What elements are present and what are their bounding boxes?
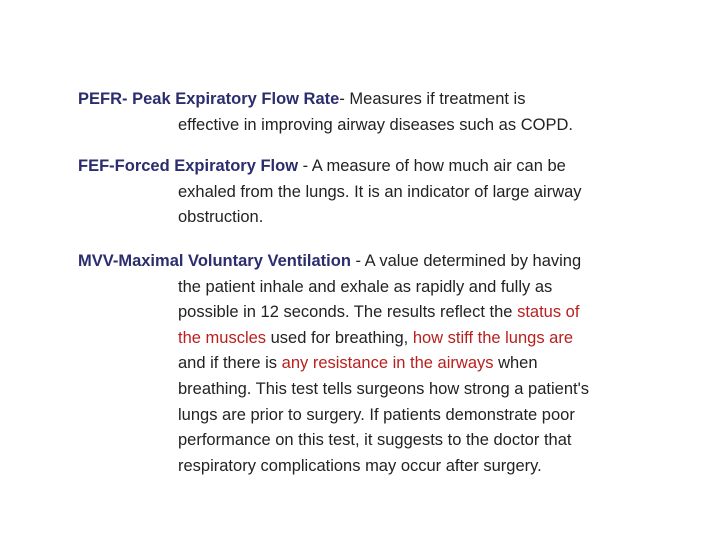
mvv-line-3: possible in 12 seconds. The results refl… — [78, 300, 658, 326]
mvv-line-6: breathing. This test tells surgeons how … — [178, 379, 589, 398]
mvv-line-7: lungs are prior to surgery. If patients … — [178, 405, 575, 424]
mvv-line-8: performance on this test, it suggests to… — [178, 431, 572, 450]
mvv-line-9: respiratory complications may occur afte… — [178, 456, 542, 475]
pefr-line-2: effective in improving airway diseases s… — [178, 115, 573, 134]
highlight-lung-stiffness: how stiff the lungs are — [412, 328, 574, 347]
mvv-text-3a: possible in 12 seconds. The results refl… — [178, 303, 518, 322]
highlight-the-muscles: the muscles — [178, 328, 267, 347]
fef-term: FEF-Forced Expiratory Flow — [78, 157, 299, 175]
fef-definition: FEF-Forced Expiratory Flow - A measure o… — [78, 154, 658, 231]
fef-line-2: exhaled from the lungs. It is an indicat… — [178, 182, 582, 201]
pefr-text-1: - Measures if treatment is — [339, 90, 526, 108]
highlight-airway-resistance: any resistance in the airways — [281, 354, 494, 373]
mvv-term: MVV-Maximal Voluntary Ventilation — [78, 252, 351, 270]
mvv-text-4b: used for breathing, — [266, 328, 413, 347]
mvv-text-5b: when — [493, 354, 538, 373]
pefr-term: PEFR- Peak Expiratory Flow Rate — [78, 90, 340, 108]
mvv-line-2: the patient inhale and exhale as rapidly… — [178, 277, 553, 296]
mvv-text-5a: and if there is — [178, 354, 282, 373]
pefr-line-1: PEFR- Peak Expiratory Flow Rate- Measure… — [78, 87, 658, 113]
mvv-line-1: MVV-Maximal Voluntary Ventilation - A va… — [78, 249, 658, 275]
fef-line-1: FEF-Forced Expiratory Flow - A measure o… — [78, 154, 658, 180]
mvv-line-5: and if there is any resistance in the ai… — [78, 351, 658, 377]
fef-text-1: - A measure of how much air can be — [298, 157, 566, 175]
fef-line-3: obstruction. — [178, 208, 264, 227]
mvv-text-1: - A value determined by having — [350, 252, 582, 270]
pefr-definition: PEFR- Peak Expiratory Flow Rate- Measure… — [78, 87, 658, 138]
mvv-definition: MVV-Maximal Voluntary Ventilation - A va… — [78, 249, 658, 479]
highlight-status-of: status of — [517, 303, 580, 322]
mvv-line-4: the muscles used for breathing, how stif… — [78, 326, 658, 352]
